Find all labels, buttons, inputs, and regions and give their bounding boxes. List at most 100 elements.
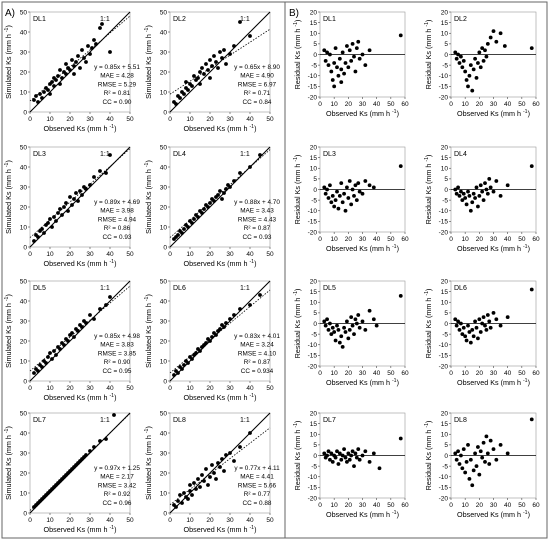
data-point bbox=[347, 327, 352, 332]
x-tick-label: 0 bbox=[168, 116, 172, 123]
data-point bbox=[461, 58, 466, 63]
data-point bbox=[505, 451, 510, 456]
data-point bbox=[48, 351, 52, 355]
data-point bbox=[238, 171, 242, 175]
data-point bbox=[98, 439, 102, 443]
x-tick-label: 40 bbox=[373, 370, 381, 377]
y-tick-label: 40 bbox=[20, 430, 28, 437]
x-axis-title: Observed Ks (mm h -1) bbox=[457, 109, 530, 118]
y-tick-label: 0 bbox=[444, 453, 448, 460]
data-point bbox=[52, 215, 56, 219]
data-point bbox=[214, 477, 218, 481]
data-point bbox=[356, 447, 361, 452]
data-point bbox=[218, 189, 222, 193]
x-tick-label: 50 bbox=[266, 251, 274, 258]
plot-title: DL1 bbox=[323, 16, 336, 23]
data-point bbox=[498, 31, 503, 36]
x-tick-label: 10 bbox=[331, 236, 339, 243]
data-point bbox=[453, 451, 458, 456]
data-point bbox=[468, 457, 473, 462]
stat-line: MAE = 4.28 bbox=[100, 73, 134, 80]
x-tick-label: 10 bbox=[331, 502, 339, 509]
data-point bbox=[204, 341, 208, 345]
x-tick-label: 50 bbox=[126, 116, 134, 123]
stat-line: CC = 0.96 bbox=[103, 500, 132, 507]
data-point bbox=[104, 303, 108, 307]
data-point bbox=[326, 196, 331, 200]
plot-dl7-scatter: 0 10 20 30 40 50 0 10 20 30 40 50 1:1 DL7 y = 0.97x + … bbox=[4, 410, 140, 534]
y-tick-label: 20 bbox=[160, 470, 168, 477]
plot-title: DL4 bbox=[454, 151, 467, 158]
data-point bbox=[212, 471, 216, 475]
data-point bbox=[467, 193, 472, 198]
data-point bbox=[454, 457, 459, 462]
data-point bbox=[214, 60, 218, 64]
data-point bbox=[216, 461, 220, 465]
data-point bbox=[188, 483, 192, 487]
y-tick-label: 10 bbox=[160, 89, 168, 96]
data-point bbox=[457, 462, 462, 466]
y-tick-label: 30 bbox=[20, 49, 28, 56]
stat-line: RMSE = 5.66 bbox=[238, 482, 277, 489]
one-to-one-line bbox=[29, 11, 131, 113]
y-tick-label: 0 bbox=[163, 378, 167, 385]
data-point bbox=[32, 239, 36, 243]
y-tick-label: 0 bbox=[444, 52, 448, 59]
data-point bbox=[474, 75, 479, 80]
x-tick-label: 40 bbox=[246, 385, 254, 392]
data-point bbox=[480, 46, 485, 51]
y-tick-label: 5 bbox=[313, 176, 317, 183]
data-point bbox=[214, 333, 218, 337]
data-point bbox=[326, 449, 331, 454]
y-axis-title: Simulated Ks (mm h -1) bbox=[4, 160, 13, 234]
data-point bbox=[374, 323, 379, 328]
data-point bbox=[483, 181, 487, 186]
data-point bbox=[218, 327, 222, 331]
data-point bbox=[322, 451, 327, 456]
data-point bbox=[491, 189, 496, 194]
data-point bbox=[461, 325, 466, 330]
x-tick-label: 40 bbox=[106, 116, 114, 123]
fit-line bbox=[169, 28, 271, 95]
y-tick-label: 5 bbox=[313, 442, 317, 449]
data-point bbox=[180, 367, 184, 371]
data-point bbox=[498, 323, 503, 328]
data-point bbox=[456, 449, 460, 454]
y-tick-label: -5 bbox=[311, 331, 317, 338]
data-point bbox=[224, 187, 228, 191]
data-point bbox=[194, 351, 198, 355]
x-tick-label: 10 bbox=[462, 236, 470, 243]
plot-dl2-residual: 0 10 20 30 40 50 60 -20 -15 -10 -5 0 5 10 15 20 DL2 Obser… bbox=[424, 9, 540, 118]
x-axis-title: Observed Ks (mm h -1) bbox=[326, 244, 399, 253]
y-tick-label: 10 bbox=[441, 300, 449, 307]
one-to-one-label: 1:1 bbox=[100, 16, 110, 23]
x-axis-title: Observed Ks (mm h -1) bbox=[44, 124, 117, 133]
y-tick-label: 40 bbox=[160, 29, 168, 36]
x-tick-label: 50 bbox=[266, 116, 274, 123]
data-point bbox=[66, 339, 70, 343]
x-tick-label: 0 bbox=[28, 385, 32, 392]
data-point bbox=[68, 195, 72, 199]
data-point bbox=[40, 96, 44, 100]
x-tick-label: 40 bbox=[106, 517, 114, 524]
plot-title: DL8 bbox=[173, 417, 186, 424]
data-point bbox=[483, 459, 487, 464]
data-point bbox=[72, 72, 76, 76]
one-to-one-label: 1:1 bbox=[100, 285, 110, 292]
data-point bbox=[258, 293, 262, 297]
data-point bbox=[60, 76, 64, 80]
y-tick-label: 20 bbox=[20, 470, 28, 477]
data-point bbox=[108, 153, 112, 157]
data-point bbox=[66, 209, 70, 213]
y-tick-label: -20 bbox=[439, 495, 449, 502]
y-tick-label: 50 bbox=[20, 144, 28, 151]
plot-dl5-residual: 0 10 20 30 40 50 60 -20 -15 -10 -5 0 5 10 15 20 DL5 Obser… bbox=[293, 278, 409, 387]
data-point bbox=[76, 54, 80, 58]
x-tick-label: 50 bbox=[387, 101, 395, 108]
y-tick-label: 15 bbox=[441, 155, 449, 162]
data-point bbox=[464, 202, 469, 207]
data-point bbox=[208, 339, 212, 343]
data-point bbox=[363, 327, 368, 332]
data-point bbox=[340, 344, 345, 349]
data-point bbox=[456, 319, 460, 324]
